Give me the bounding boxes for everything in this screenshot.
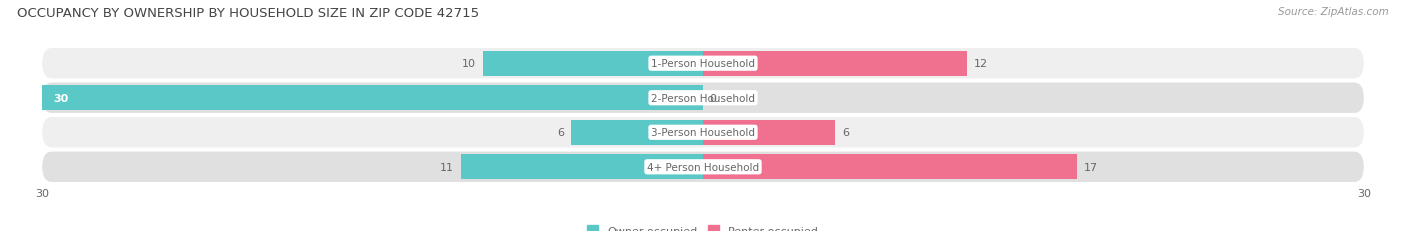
Text: 6: 6 xyxy=(557,128,564,138)
Text: 6: 6 xyxy=(842,128,849,138)
Text: Source: ZipAtlas.com: Source: ZipAtlas.com xyxy=(1278,7,1389,17)
Bar xyxy=(461,155,703,179)
Bar xyxy=(703,155,1077,179)
Text: 1-Person Household: 1-Person Household xyxy=(651,59,755,69)
Bar xyxy=(571,120,703,145)
Text: 17: 17 xyxy=(1084,162,1098,172)
FancyBboxPatch shape xyxy=(42,83,1364,113)
FancyBboxPatch shape xyxy=(42,49,1364,79)
FancyBboxPatch shape xyxy=(42,152,1364,182)
Bar xyxy=(482,52,703,76)
Text: 11: 11 xyxy=(440,162,454,172)
Text: 2-Person Household: 2-Person Household xyxy=(651,93,755,103)
Text: 12: 12 xyxy=(974,59,988,69)
Text: OCCUPANCY BY OWNERSHIP BY HOUSEHOLD SIZE IN ZIP CODE 42715: OCCUPANCY BY OWNERSHIP BY HOUSEHOLD SIZE… xyxy=(17,7,479,20)
Text: 3-Person Household: 3-Person Household xyxy=(651,128,755,138)
Text: 4+ Person Household: 4+ Person Household xyxy=(647,162,759,172)
Text: 0: 0 xyxy=(710,93,717,103)
Text: 10: 10 xyxy=(463,59,477,69)
Text: 30: 30 xyxy=(1357,188,1371,198)
Text: 30: 30 xyxy=(53,93,69,103)
Bar xyxy=(703,52,967,76)
FancyBboxPatch shape xyxy=(42,118,1364,148)
Legend: Owner-occupied, Renter-occupied: Owner-occupied, Renter-occupied xyxy=(582,221,824,231)
Bar xyxy=(42,86,703,111)
Bar xyxy=(703,120,835,145)
Text: 30: 30 xyxy=(35,188,49,198)
